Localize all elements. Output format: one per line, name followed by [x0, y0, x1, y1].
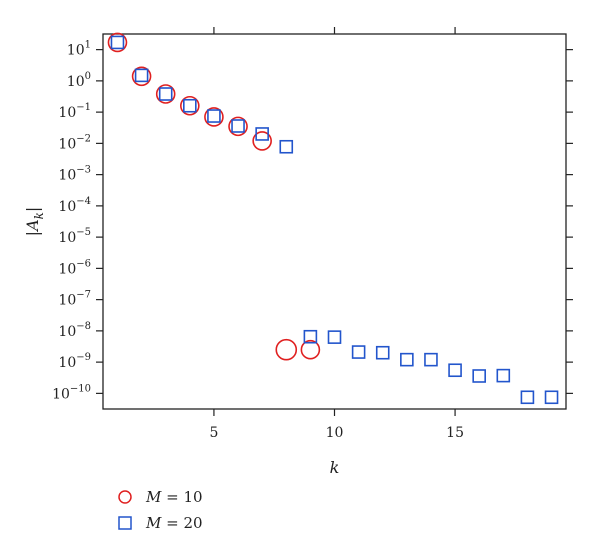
- data-point-circle: [300, 339, 321, 360]
- data-series: [107, 32, 559, 405]
- data-point-circle: [228, 116, 248, 137]
- data-point-square: [303, 329, 318, 344]
- y-axis: 101 100 10−1 10−2 10−3 10−4 10−5 10−6 10−7 10−8 10…: [52, 40, 573, 402]
- y-tick-label: 10−1: [58, 102, 91, 121]
- y-tick-label: 100: [67, 71, 91, 90]
- data-point-square: [472, 369, 486, 383]
- data-point-circle: [275, 338, 298, 361]
- data-point-square: [110, 35, 125, 50]
- y-tick-label: 10−2: [58, 133, 91, 152]
- data-point-square: [544, 390, 559, 405]
- y-tick-label: 10−5: [58, 227, 91, 246]
- data-point-square: [520, 390, 535, 405]
- legend: M = 10 M = 20: [118, 488, 203, 532]
- y-tick-label: 10−6: [58, 258, 91, 277]
- data-point-square: [496, 368, 511, 383]
- legend-square-icon: [118, 516, 132, 530]
- x-axis-title: k: [330, 458, 340, 477]
- legend-circle-icon: [118, 490, 132, 504]
- data-point-circle: [155, 84, 176, 104]
- x-tick-label: 10: [326, 425, 344, 441]
- legend-label: M = 20: [145, 514, 203, 532]
- y-axis-title: |Ak|: [23, 207, 46, 237]
- y-tick-label: 101: [67, 40, 91, 59]
- data-point-square: [279, 139, 294, 154]
- data-point-square: [183, 98, 197, 113]
- data-point-square: [351, 345, 366, 359]
- data-point-square: [207, 109, 221, 123]
- data-point-square: [448, 363, 462, 378]
- data-point-square: [424, 352, 438, 367]
- data-point-square: [158, 87, 173, 101]
- y-tick-label: 10−7: [58, 290, 91, 309]
- data-point-square: [231, 119, 245, 133]
- data-point-square: [400, 352, 414, 367]
- y-tick-label: 10−3: [58, 165, 91, 184]
- data-point-circle: [252, 131, 272, 151]
- x-axis: 5 10 15: [209, 27, 464, 441]
- data-point-square: [375, 345, 390, 360]
- data-point-circle: [131, 66, 152, 87]
- data-point-square: [255, 127, 269, 141]
- y-tick-label: 10−8: [58, 321, 91, 340]
- data-point-square: [327, 330, 342, 344]
- x-tick-label: 15: [446, 425, 464, 441]
- data-point-circle: [204, 107, 224, 127]
- x-tick-label: 5: [209, 425, 218, 441]
- legend-label: M = 10: [145, 488, 203, 506]
- data-point-circle: [180, 95, 200, 116]
- y-tick-label: 10−9: [58, 352, 91, 371]
- data-point-circle: [107, 32, 128, 53]
- y-tick-label: 10−10: [52, 383, 91, 402]
- y-tick-label: 10−4: [58, 196, 91, 215]
- data-point-square: [134, 68, 149, 83]
